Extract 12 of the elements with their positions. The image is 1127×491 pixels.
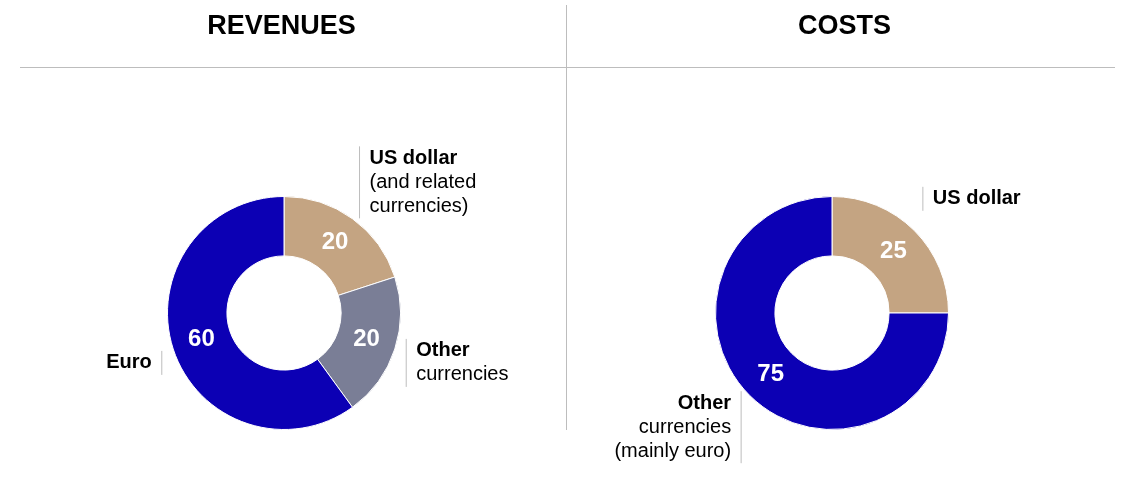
chart-title: COSTS bbox=[797, 10, 892, 41]
slice-label: US dollar bbox=[932, 186, 1021, 209]
slice-label: Euro bbox=[106, 350, 152, 373]
chart-title: REVENUES bbox=[206, 10, 357, 41]
data-label: 20 bbox=[353, 324, 380, 352]
slice-label: US dollar (and related currencies) bbox=[369, 145, 477, 216]
data-label: 20 bbox=[321, 227, 349, 255]
data-label: 60 bbox=[188, 324, 215, 352]
slice-label: Other currencies (mainly euro) bbox=[614, 390, 732, 461]
data-label: 25 bbox=[880, 236, 907, 264]
slice-label: Other currencies bbox=[416, 338, 509, 385]
data-label: 75 bbox=[757, 359, 784, 386]
